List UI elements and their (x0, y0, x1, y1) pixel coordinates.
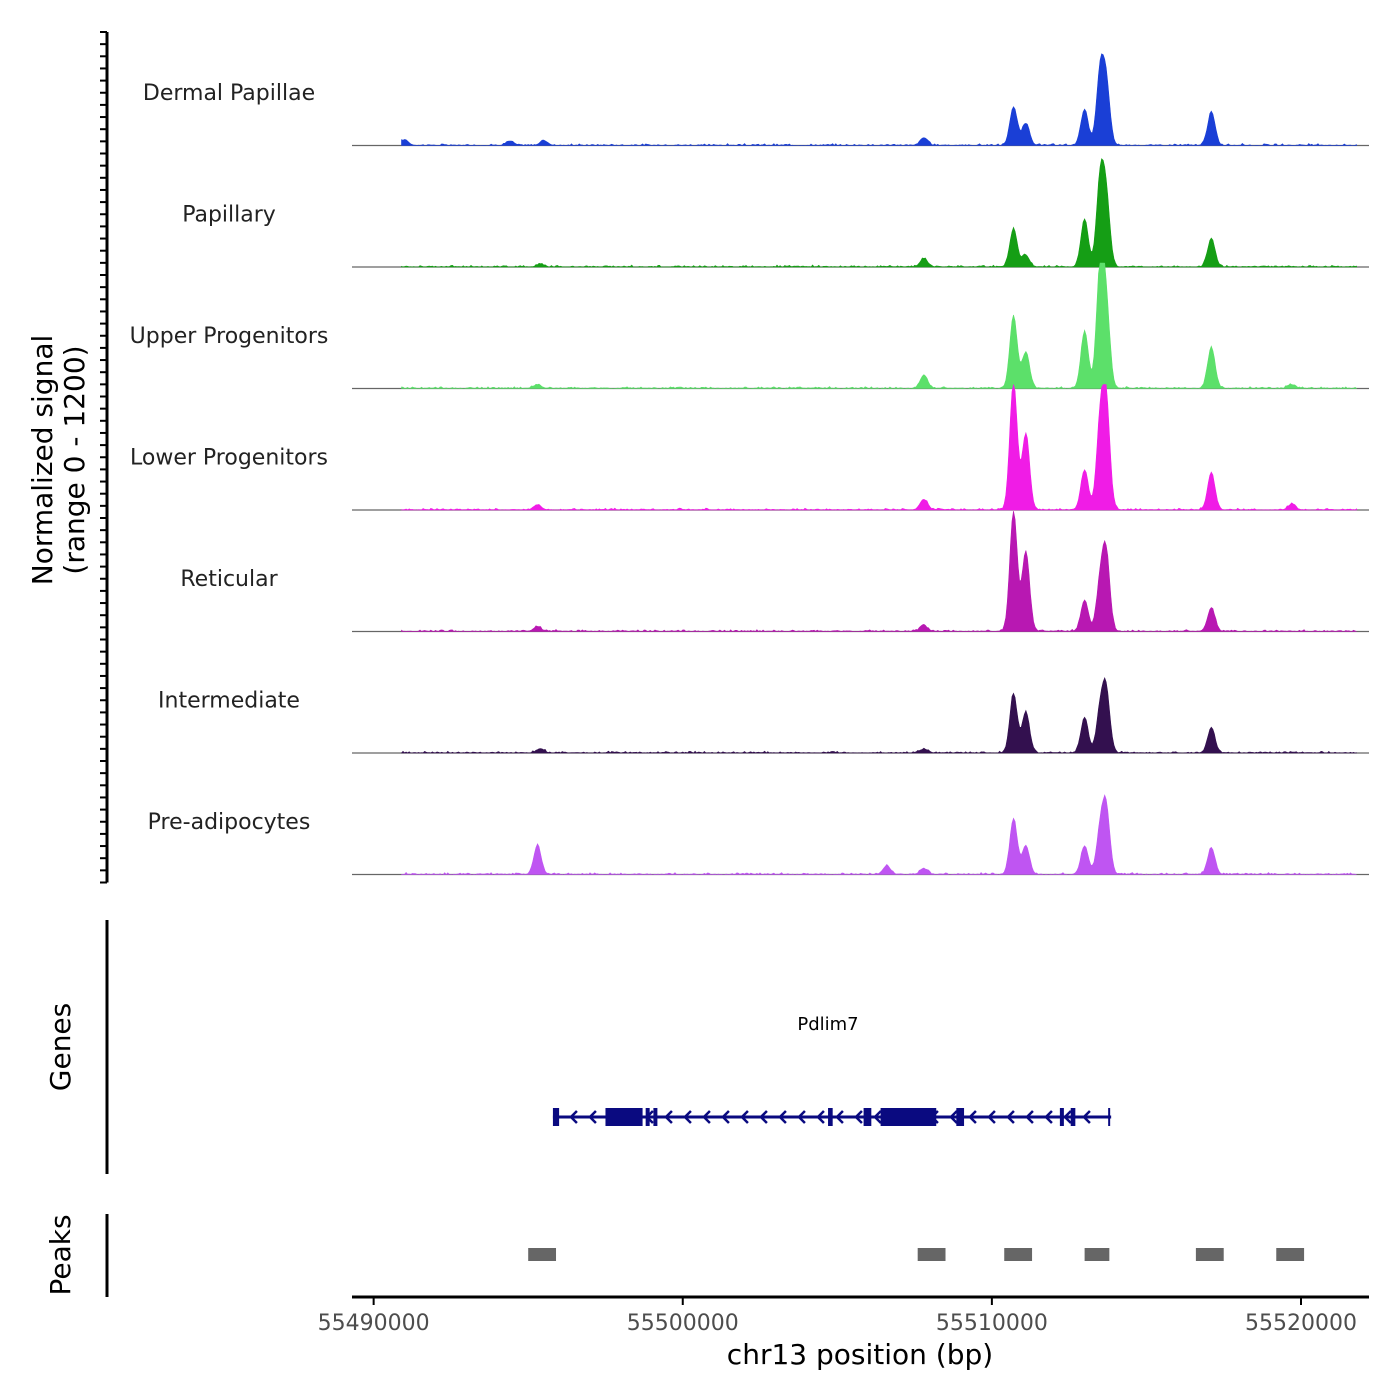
gene-strand-arrow (1006, 1110, 1015, 1124)
gene-strand-arrow (778, 1110, 787, 1124)
gene-strand-arrow (702, 1110, 711, 1124)
gene-model (552, 1108, 1112, 1126)
track-papillary: Papillary (182, 158, 1369, 268)
track-label: Dermal Papillae (143, 81, 315, 106)
track-signal-area (401, 158, 1357, 268)
gene-strand-arrow (721, 1110, 730, 1124)
gene-name-label: Pdlim7 (797, 1014, 858, 1035)
gene-strand-arrow (1082, 1110, 1091, 1124)
gene-strand-arrow (759, 1110, 768, 1124)
track-label: Pre-adipocytes (148, 810, 311, 835)
track-label: Intermediate (158, 689, 300, 714)
x-axis-tick-label: 55510000 (936, 1311, 1048, 1336)
genes-track: Genes Pdlim7 (44, 920, 1112, 1174)
peak-region (1195, 1248, 1224, 1261)
x-axis-tick-label: 55490000 (318, 1311, 430, 1336)
gene-strand-arrow (968, 1110, 977, 1124)
track-signal-area (400, 676, 1357, 754)
gene-exon (552, 1108, 560, 1126)
signal-tracks: Dermal Papillae Papillary Upper Progenitor… (130, 53, 1369, 876)
track-label: Papillary (182, 203, 276, 228)
gene-strand-arrow (664, 1110, 673, 1124)
peak-region (917, 1248, 946, 1261)
peak-region (528, 1248, 557, 1261)
peaks-track-label: Peaks (44, 1214, 77, 1295)
peak-region (1084, 1248, 1110, 1261)
gene-exon (863, 1108, 872, 1126)
gene-exon (653, 1108, 658, 1126)
signal-axis (100, 31, 109, 884)
gene-strand-arrow (835, 1110, 844, 1124)
gene-strand-arrow (949, 1110, 958, 1124)
x-axis-tick-label: 55500000 (627, 1311, 739, 1336)
peaks-track: Peaks (44, 1214, 1305, 1297)
gene-strand-arrow (987, 1110, 996, 1124)
y-axis-title-line2: (range 0 - 1200) (58, 345, 91, 574)
track-reticular: Reticular (180, 510, 1369, 633)
gene-strand-arrow (854, 1110, 863, 1124)
gene-strand-arrow (816, 1110, 825, 1124)
gene-exon (880, 1108, 937, 1126)
gene-exon (1070, 1108, 1076, 1126)
track-label: Reticular (180, 567, 278, 592)
track-upper-progenitors: Upper Progenitors (130, 262, 1369, 390)
track-label: Upper Progenitors (130, 324, 329, 349)
gene-exon (956, 1108, 965, 1126)
x-axis-title: chr13 position (bp) (727, 1338, 993, 1371)
y-axis-title-line1: Normalized signal (26, 335, 59, 586)
x-axis-tick-label: 55520000 (1245, 1311, 1357, 1336)
gene-strand-arrow (1044, 1110, 1053, 1124)
track-signal-area (401, 53, 1357, 146)
x-axis-ticks: 55490000 55500000 55510000 55520000 (318, 1297, 1357, 1336)
track-signal-area (401, 510, 1357, 632)
gene-strand-arrow (1063, 1110, 1072, 1124)
track-intermediate: Intermediate (158, 676, 1369, 754)
track-signal-area (401, 384, 1357, 511)
peak-bars (528, 1248, 1305, 1261)
genes-track-label: Genes (44, 1003, 77, 1091)
gene-strand-arrow (569, 1110, 578, 1124)
track-label: Lower Progenitors (130, 446, 328, 471)
peak-region (1004, 1248, 1033, 1261)
track-dermal-papillae: Dermal Papillae (143, 53, 1369, 147)
peak-region (1276, 1248, 1305, 1261)
gene-strand-arrow (797, 1110, 806, 1124)
track-pre-adipocytes: Pre-adipocytes (148, 794, 1369, 876)
gene-exon (645, 1108, 650, 1126)
x-axis: 55490000 55500000 55510000 55520000 chr13 p… (318, 1295, 1369, 1371)
gene-exon (828, 1108, 833, 1126)
track-signal-area (401, 262, 1357, 389)
gene-exon (605, 1108, 643, 1126)
gene-strand-arrow (740, 1110, 749, 1124)
gene-strand-arrow (1025, 1110, 1034, 1124)
gene-strand-arrow (588, 1110, 597, 1124)
gene-exon (1059, 1108, 1064, 1126)
gene-strand-arrow (683, 1110, 692, 1124)
track-lower-progenitors: Lower Progenitors (130, 384, 1369, 511)
gene-strand-arrow (873, 1110, 882, 1124)
track-signal-area (401, 794, 1357, 875)
